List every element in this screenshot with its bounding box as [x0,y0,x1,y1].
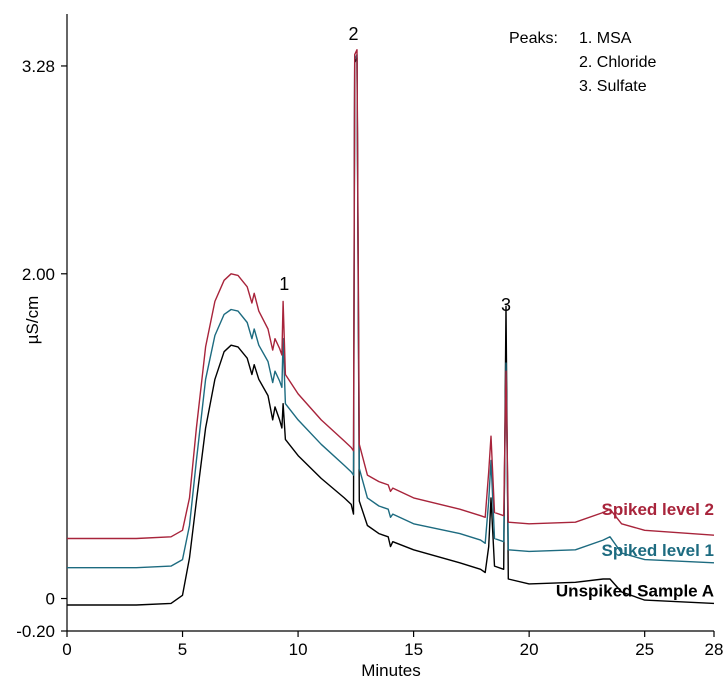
peak-label: 2 [349,24,359,44]
y-ticks: -0.20 0 2.00 3.28 [16,57,67,641]
legend-item: 2. Chloride [579,54,656,71]
series-labels: Unspiked Sample A Spiked level 1 Spiked le… [556,500,714,600]
series-label-spiked-level-1: Spiked level 1 [602,541,714,560]
series-label-spiked-level-2: Spiked level 2 [602,500,714,519]
legend-item: 3. Sulfate [579,78,647,95]
series-line-spiked-level-2 [67,49,715,540]
x-tick-label: 15 [404,640,423,659]
y-tick-label: -0.20 [16,622,55,641]
x-ticks: 0 5 10 15 20 25 28 [62,631,723,659]
series-label-unspiked-sample-a: Unspiked Sample A [556,581,714,600]
peak-labels: 1 2 3 [279,24,511,315]
y-tick-label: 3.28 [22,57,55,76]
chart-axes [66,14,714,632]
legend-title: Peaks: [509,30,558,47]
legend-item: 1. MSA [579,30,632,47]
x-tick-label: 5 [178,640,187,659]
x-tick-label: 0 [62,640,71,659]
y-axis-title: µS/cm [23,296,42,345]
x-tick-label: 10 [289,640,308,659]
peak-label: 1 [279,274,289,294]
x-tick-label: 20 [520,640,539,659]
series-lines [67,49,715,606]
x-tick-label: 25 [635,640,654,659]
x-tick-label: 28 [705,640,724,659]
series-line-unspiked-sample-a [67,57,715,606]
y-tick-label: 2.00 [22,265,55,284]
peak-label: 3 [501,295,511,315]
x-axis-title: Minutes [361,661,421,680]
peaks-legend: Peaks: 1. MSA 2. Chloride 3. Sulfate [509,30,656,95]
y-tick-label: 0 [46,590,55,609]
